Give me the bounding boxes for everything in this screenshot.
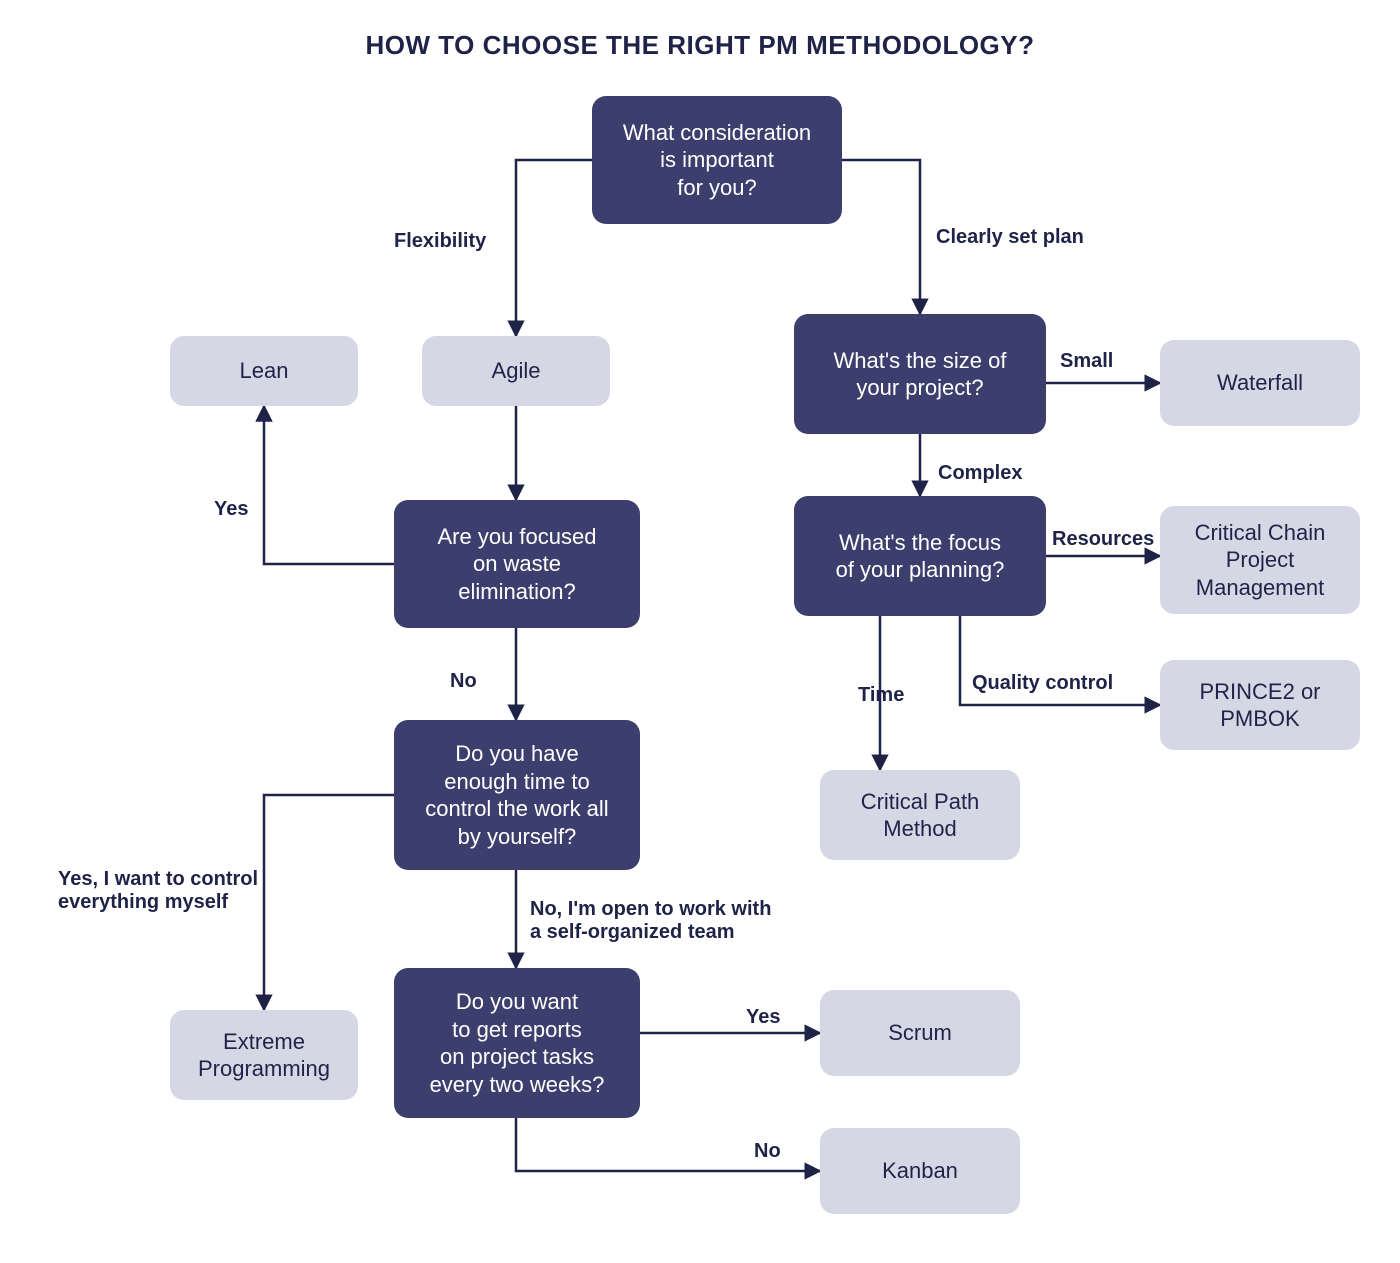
node-q-reports: Do you wantto get reportson project task… <box>394 968 640 1118</box>
label-complex: Complex <box>938 462 1022 485</box>
node-prince2: PRINCE2 orPMBOK <box>1160 660 1360 750</box>
node-q-enough-time: Do you haveenough time tocontrol the wor… <box>394 720 640 870</box>
node-kanban: Kanban <box>820 1128 1020 1214</box>
label-no-kanban: No <box>754 1140 781 1163</box>
label-no-waste: No <box>450 670 477 693</box>
node-lean: Lean <box>170 336 358 406</box>
node-agile: Agile <box>422 336 610 406</box>
node-q-consideration: What considerationis importantfor you? <box>592 96 842 224</box>
label-yes-lean: Yes <box>214 498 248 521</box>
label-clear-plan: Clearly set plan <box>936 226 1084 249</box>
label-quality: Quality control <box>972 672 1113 695</box>
label-flexibility: Flexibility <box>394 230 486 253</box>
node-scrum: Scrum <box>820 990 1020 1076</box>
label-no-selforg: No, I'm open to work witha self-organize… <box>530 898 771 944</box>
node-q-size: What's the size ofyour project? <box>794 314 1046 434</box>
chart-title: HOW TO CHOOSE THE RIGHT PM METHODOLOGY? <box>0 30 1400 61</box>
node-q-focus: What's the focusof your planning? <box>794 496 1046 616</box>
node-cpm: Critical PathMethod <box>820 770 1020 860</box>
label-yes-scrum: Yes <box>746 1006 780 1029</box>
label-resources: Resources <box>1052 528 1154 551</box>
label-small: Small <box>1060 350 1113 373</box>
label-yes-xp: Yes, I want to controleverything myself <box>58 868 258 914</box>
node-ccpm: Critical ChainProjectManagement <box>1160 506 1360 614</box>
label-time: Time <box>858 684 904 707</box>
node-waterfall: Waterfall <box>1160 340 1360 426</box>
node-q-waste: Are you focusedon wasteelimination? <box>394 500 640 628</box>
node-extreme: ExtremeProgramming <box>170 1010 358 1100</box>
flowchart-canvas: HOW TO CHOOSE THE RIGHT PM METHODOLOGY? … <box>0 0 1400 1263</box>
